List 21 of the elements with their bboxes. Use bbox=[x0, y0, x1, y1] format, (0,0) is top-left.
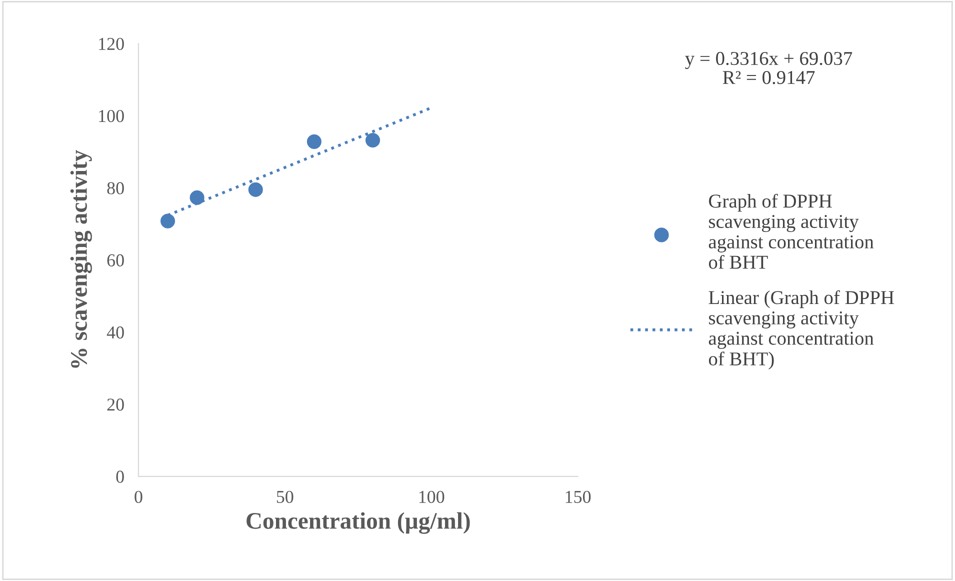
x-tick-label: 100 bbox=[419, 490, 444, 504]
x-tick-label: 50 bbox=[276, 490, 294, 504]
y-tick-label: 0 bbox=[116, 470, 124, 483]
point bbox=[160, 214, 176, 228]
y-axis-title: % scavenging activity bbox=[70, 150, 92, 368]
x-tick-label: 0 bbox=[134, 490, 142, 504]
y-tick-label: 100 bbox=[99, 110, 124, 122]
legend-label: Linear (Graph of DPPH scavenging activity against concentration of BHT) bbox=[708, 290, 894, 370]
y-tick-label: 120 bbox=[99, 38, 124, 50]
point bbox=[248, 182, 263, 197]
text: y = 0.3316x + 69.037 R² = 0.9147 bbox=[685, 52, 852, 84]
point bbox=[365, 132, 380, 148]
y-tick-label: 80 bbox=[107, 182, 124, 194]
point bbox=[306, 134, 322, 149]
y-tick-label: 40 bbox=[106, 326, 124, 339]
x-tick-label: 150 bbox=[566, 490, 591, 504]
y-tick-label: 20 bbox=[107, 398, 124, 411]
y-tick-label: 60 bbox=[107, 254, 124, 266]
x-axis-title: Concentration (µg/ml) bbox=[246, 512, 470, 534]
legend-label: Graph of DPPH scavenging activity against concentration of BHT bbox=[708, 194, 874, 269]
point bbox=[190, 190, 204, 205]
